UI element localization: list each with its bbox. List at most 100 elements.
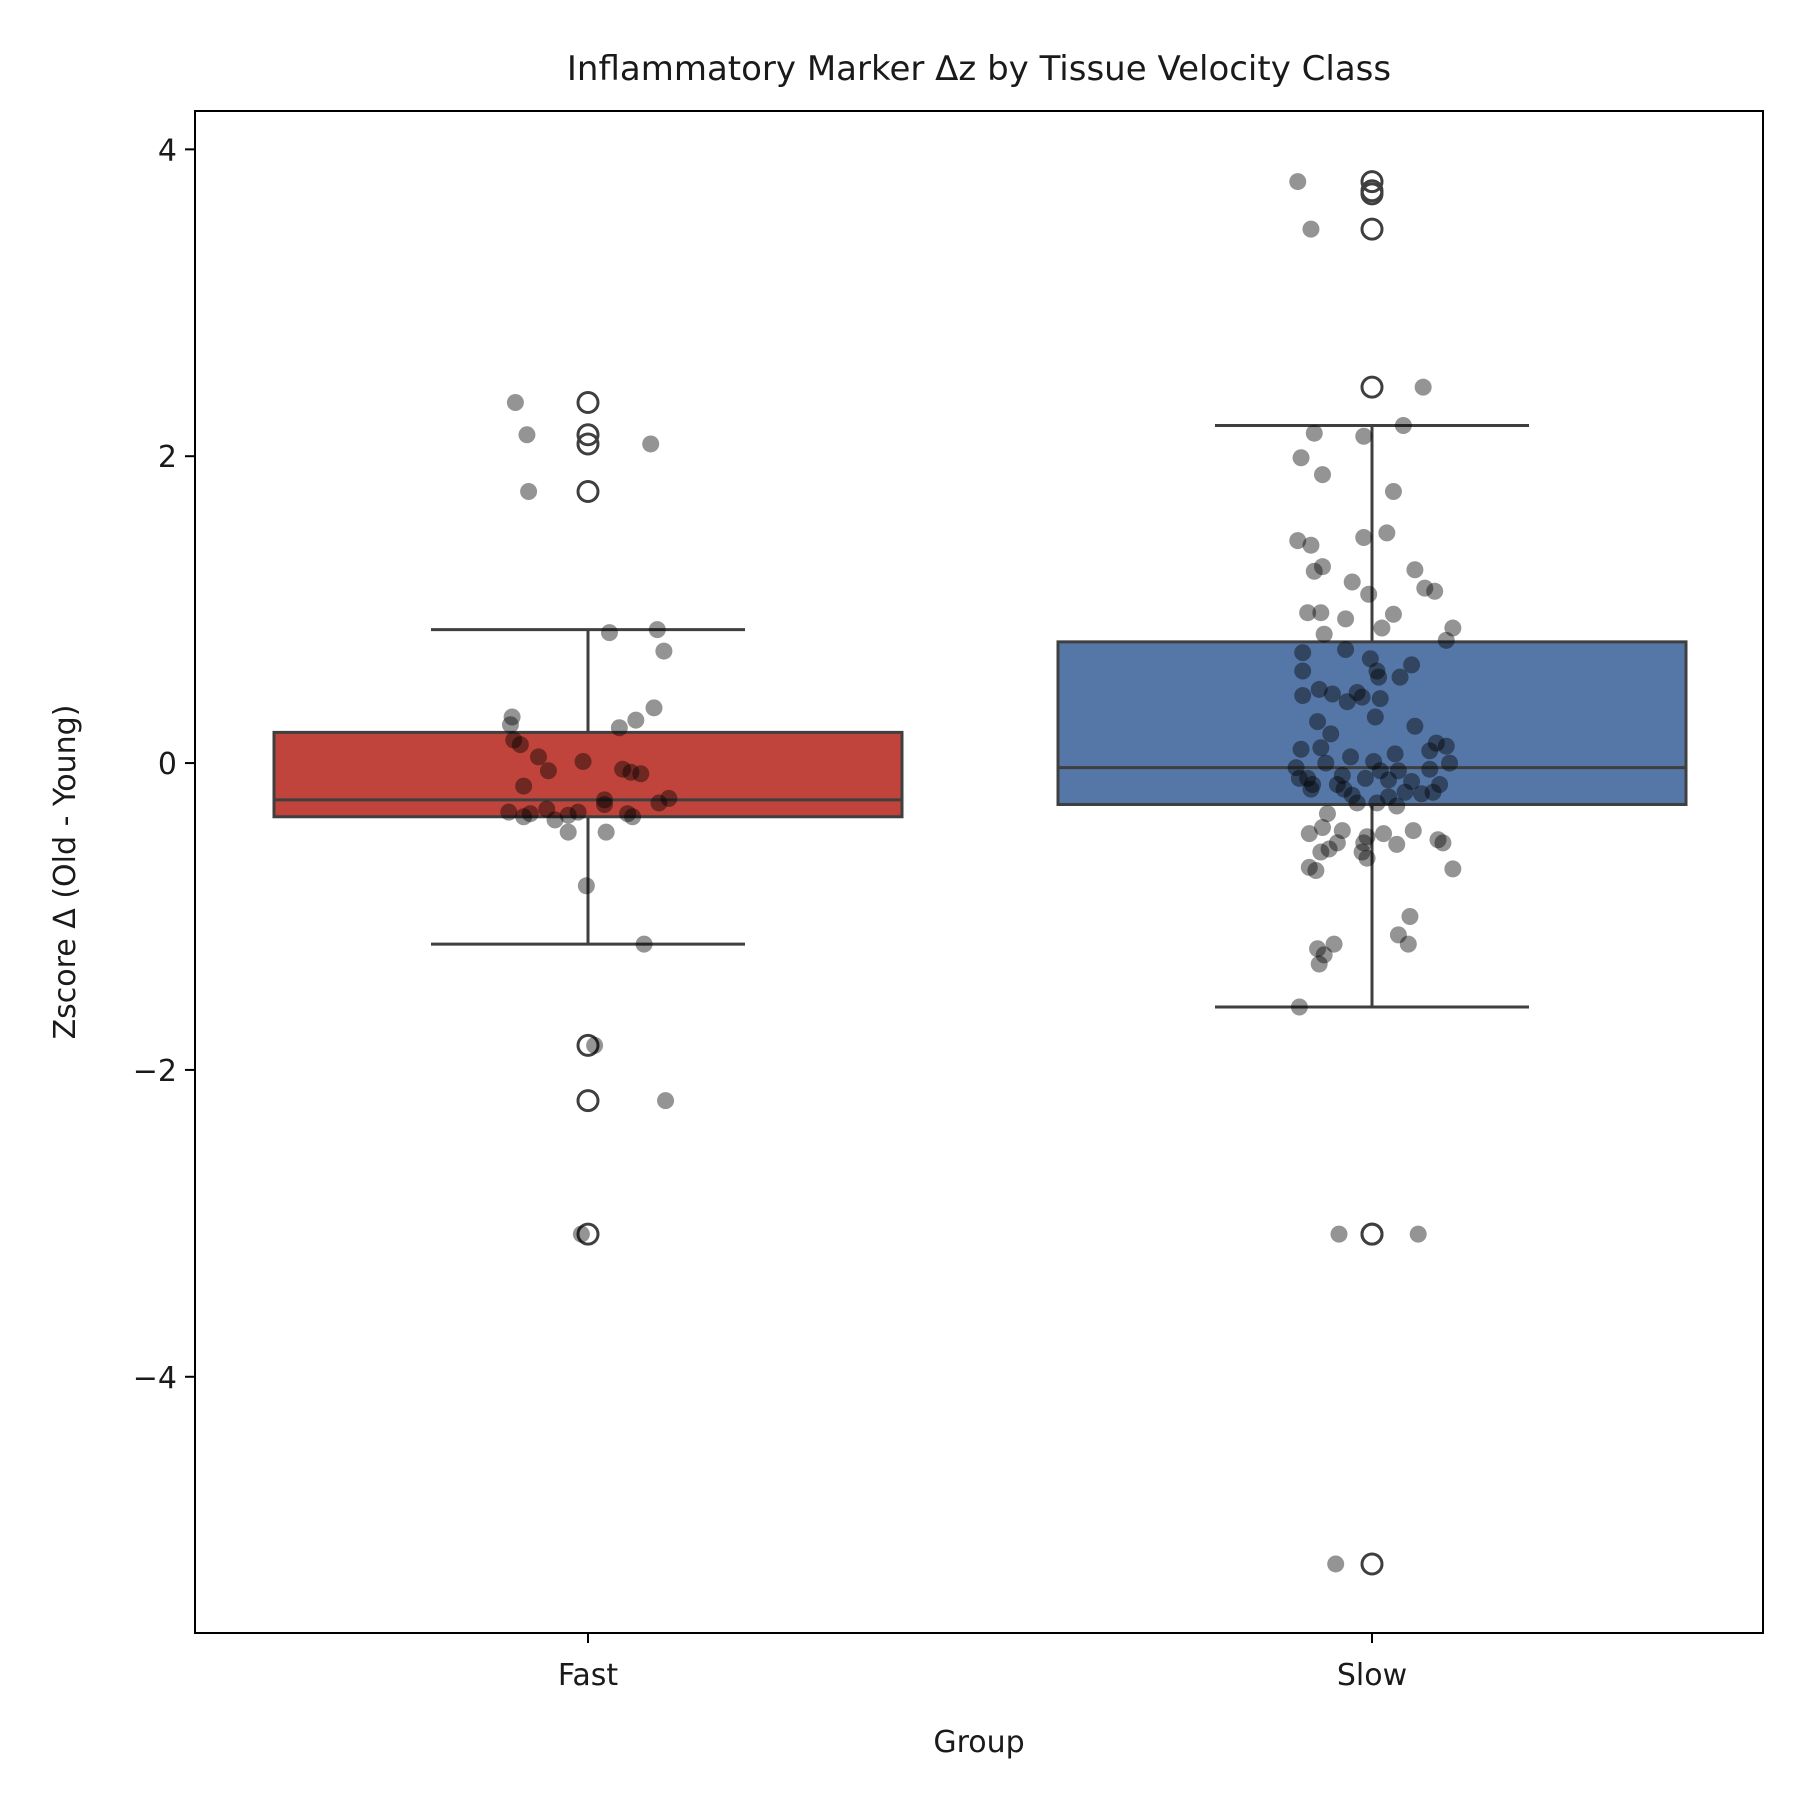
data-point bbox=[1335, 780, 1353, 798]
data-point bbox=[1314, 819, 1331, 837]
data-point bbox=[1327, 1555, 1345, 1573]
data-point bbox=[1424, 783, 1442, 801]
data-point bbox=[1389, 926, 1407, 944]
data-point bbox=[1380, 771, 1397, 789]
data-point bbox=[559, 823, 577, 841]
data-point bbox=[572, 1225, 590, 1243]
data-point bbox=[1366, 708, 1384, 726]
x-tick-label: Fast bbox=[558, 1658, 619, 1693]
data-point bbox=[1371, 690, 1389, 708]
data-point bbox=[538, 800, 556, 818]
data-point bbox=[1307, 861, 1325, 879]
data-point bbox=[1421, 742, 1439, 760]
data-point bbox=[1431, 776, 1449, 794]
data-point bbox=[521, 805, 539, 823]
data-point bbox=[1312, 604, 1330, 622]
data-point bbox=[642, 435, 660, 453]
data-point bbox=[1312, 739, 1330, 757]
data-point bbox=[1406, 561, 1424, 579]
data-point bbox=[1355, 427, 1373, 445]
data-point bbox=[596, 791, 613, 809]
outlier-marker bbox=[1360, 182, 1384, 206]
data-point bbox=[1378, 524, 1396, 542]
data-point bbox=[1314, 558, 1331, 576]
data-point bbox=[1338, 693, 1356, 711]
outlier-marker bbox=[1360, 217, 1384, 241]
data-point bbox=[574, 753, 592, 771]
data-point bbox=[505, 731, 523, 749]
data-point bbox=[622, 763, 640, 781]
data-point bbox=[1292, 449, 1310, 467]
data-point bbox=[1413, 785, 1430, 803]
outlier-marker bbox=[576, 423, 600, 447]
outlier-marker bbox=[1360, 1222, 1384, 1246]
data-point bbox=[1437, 631, 1455, 649]
data-point bbox=[1370, 668, 1388, 686]
data-point bbox=[1317, 754, 1335, 772]
data-point bbox=[1289, 173, 1307, 191]
data-point bbox=[1289, 532, 1307, 550]
data-point bbox=[1294, 687, 1312, 705]
data-point bbox=[635, 935, 653, 953]
data-point bbox=[1312, 843, 1330, 861]
data-point bbox=[577, 877, 595, 895]
data-point bbox=[1394, 417, 1412, 435]
data-point bbox=[1358, 828, 1376, 846]
y-axis-label: Zscore Δ (Old - Young) bbox=[48, 705, 83, 1040]
data-point bbox=[1294, 662, 1312, 680]
data-point bbox=[1371, 762, 1389, 780]
data-point bbox=[624, 808, 642, 826]
data-point bbox=[1409, 1225, 1427, 1243]
data-point bbox=[1305, 562, 1323, 580]
data-point bbox=[1299, 604, 1317, 622]
data-point bbox=[1391, 668, 1409, 686]
strip-points-slow bbox=[1287, 173, 1462, 1573]
data-point bbox=[511, 736, 529, 754]
data-point bbox=[515, 808, 533, 826]
data-point bbox=[1360, 585, 1378, 603]
data-point bbox=[1310, 955, 1328, 973]
box-group-fast bbox=[272, 391, 904, 1246]
data-point bbox=[1318, 805, 1336, 823]
data-point bbox=[1406, 717, 1424, 735]
data-point bbox=[501, 716, 519, 734]
data-point bbox=[515, 777, 533, 795]
data-point bbox=[1300, 858, 1318, 876]
data-point bbox=[1426, 582, 1444, 600]
data-point bbox=[596, 795, 613, 813]
data-point bbox=[1309, 940, 1327, 958]
data-point bbox=[1375, 825, 1393, 843]
x-tick-label: Slow bbox=[1337, 1658, 1407, 1693]
data-point bbox=[1368, 794, 1386, 812]
data-point bbox=[1320, 840, 1338, 858]
data-point bbox=[586, 1036, 604, 1054]
data-point bbox=[1343, 573, 1361, 591]
data-point bbox=[520, 483, 538, 500]
data-point bbox=[569, 803, 587, 821]
data-point bbox=[632, 765, 650, 783]
data-point bbox=[1310, 680, 1328, 698]
outlier-marker bbox=[576, 1222, 600, 1246]
data-point bbox=[1322, 725, 1340, 743]
data-point bbox=[655, 642, 673, 660]
data-point bbox=[648, 621, 666, 639]
iqr-box bbox=[272, 730, 904, 819]
data-point bbox=[506, 394, 524, 412]
data-point bbox=[1290, 769, 1308, 787]
data-point bbox=[1388, 835, 1406, 853]
data-point bbox=[1404, 822, 1422, 840]
chart-title: Inflammatory Marker Δz by Tissue Velocit… bbox=[567, 49, 1391, 89]
data-point bbox=[1323, 685, 1341, 703]
data-point bbox=[1315, 625, 1333, 643]
plot-frame bbox=[194, 110, 1764, 1634]
data-point bbox=[1373, 619, 1391, 637]
data-point bbox=[1290, 998, 1308, 1016]
data-point bbox=[1292, 740, 1310, 758]
data-point bbox=[1328, 776, 1346, 794]
data-point bbox=[1368, 662, 1386, 680]
data-point bbox=[1437, 737, 1455, 755]
data-point bbox=[1403, 772, 1421, 790]
data-point bbox=[1333, 766, 1351, 784]
data-point bbox=[530, 748, 547, 766]
data-point bbox=[1389, 762, 1407, 780]
